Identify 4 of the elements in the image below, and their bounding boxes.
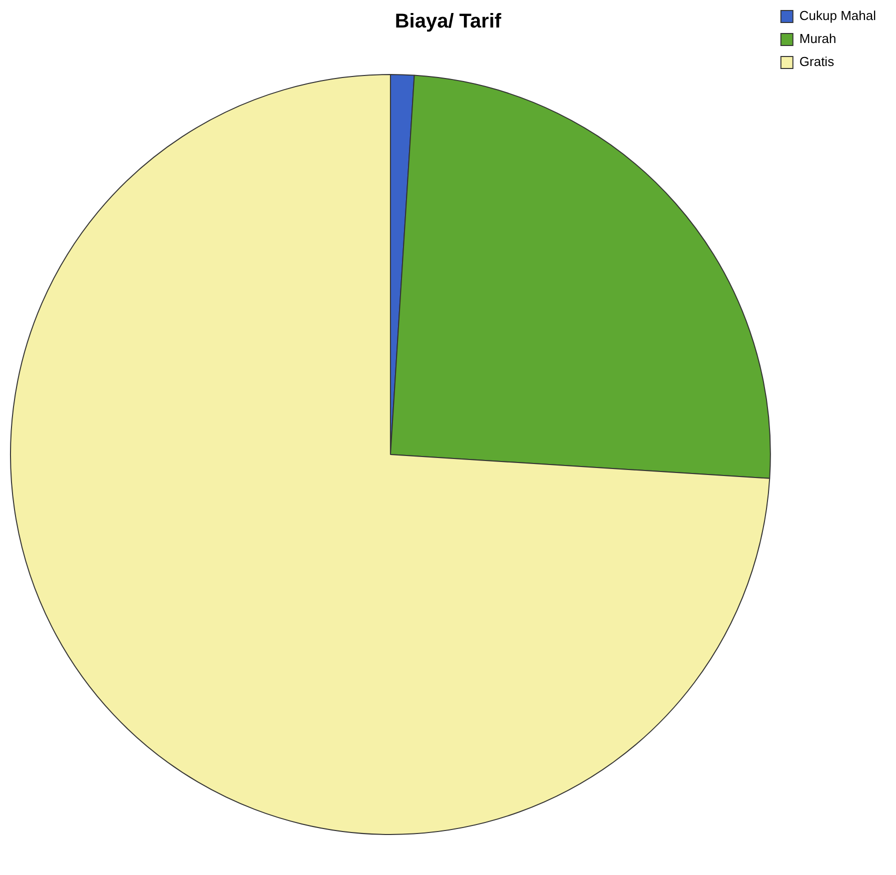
- legend-label: Murah: [799, 31, 836, 46]
- chart-title: Biaya/ Tarif: [394, 10, 502, 33]
- legend-label: Gratis: [799, 54, 835, 70]
- legend-label: Cukup Mahal: [799, 8, 876, 24]
